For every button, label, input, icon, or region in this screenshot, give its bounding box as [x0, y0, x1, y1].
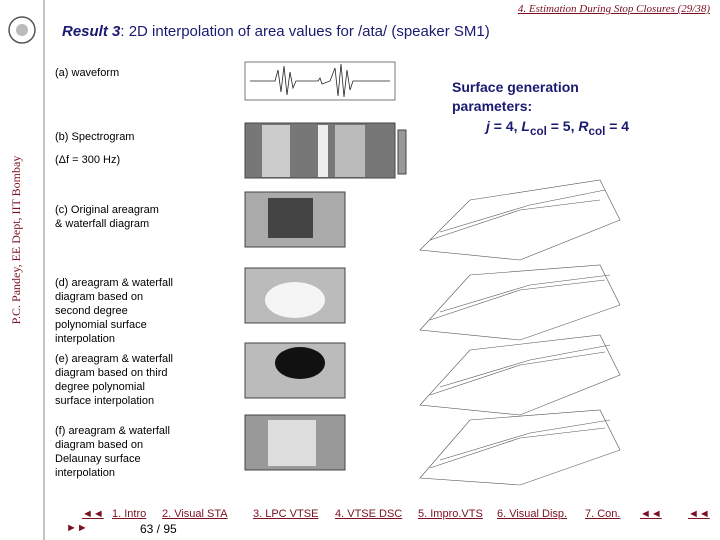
label-e: (e) areagram & waterfall diagram based o…	[55, 353, 173, 407]
waveform	[250, 63, 390, 98]
param-text: = 5,	[546, 118, 579, 134]
nav-back2[interactable]: ◄◄	[640, 508, 662, 520]
nav-link[interactable]: 5. Impro.VTS	[418, 508, 483, 520]
spectrogram-band	[318, 125, 328, 177]
label-c: (c) Original areagram & waterfall diagra…	[55, 204, 159, 230]
spectrogram-band	[335, 125, 365, 177]
label-b: (b) Spectrogram	[55, 131, 135, 143]
param-sub: col	[588, 124, 606, 138]
param-text: j	[486, 118, 490, 134]
nav-link[interactable]: 4. VTSE DSC	[335, 508, 403, 520]
params: j = 4, Lcol = 5, Rcol = 4	[486, 118, 629, 138]
spectrogram-band	[262, 125, 290, 177]
nav-link[interactable]: 7. Con.	[585, 508, 621, 520]
param-text: L	[521, 118, 530, 134]
waterfall-e	[419, 334, 621, 416]
nav-link[interactable]: 6. Visual Disp.	[497, 508, 568, 520]
nav-link[interactable]: 1. Intro	[112, 508, 147, 520]
label-f: (f) areagram & waterfall diagram based o…	[55, 425, 170, 479]
logo	[8, 16, 36, 44]
title: Result 3: 2D interpolation of area value…	[62, 22, 492, 42]
param-text: = 4	[605, 118, 630, 134]
waterfall-d	[419, 264, 621, 341]
logo-core	[16, 24, 28, 36]
param-text: R	[578, 118, 589, 134]
side-credit: P.C. Pandey, EE Dept, IIT Bombay	[9, 155, 23, 325]
title-prefix: Result 3	[62, 23, 121, 40]
param-sub: col	[529, 124, 547, 138]
nav-link[interactable]: 3. LPC VTSE	[253, 508, 319, 520]
nav-end[interactable]: ◄◄	[688, 508, 710, 520]
page-number: 63 / 95	[140, 522, 177, 536]
title-rest: : 2D interpolation of area values for /a…	[120, 23, 490, 40]
label-b2: (Δf = 300 Hz)	[55, 154, 121, 166]
waterfall-f	[419, 409, 621, 486]
label-a: (a) waveform	[55, 67, 120, 79]
areagram-f-closure	[268, 420, 316, 466]
colorbar	[397, 129, 407, 175]
areagram-e-blob	[275, 347, 325, 379]
nav-forward[interactable]: ►►	[66, 522, 88, 534]
waterfalls	[419, 179, 621, 486]
nav-back[interactable]: ◄◄	[82, 508, 104, 520]
params-heading: Surface generation parameters:	[452, 79, 579, 114]
areagram-c-closure	[268, 198, 313, 238]
waterfall-c	[419, 179, 621, 261]
param-text: = 4,	[489, 118, 522, 134]
header: 4. Estimation During Stop Closures (29/3…	[517, 3, 710, 15]
label-d: (d) areagram & waterfall diagram based o…	[55, 277, 173, 345]
areagram-d-blob	[265, 282, 325, 318]
nav-link[interactable]: 2. Visual STA	[162, 508, 228, 520]
